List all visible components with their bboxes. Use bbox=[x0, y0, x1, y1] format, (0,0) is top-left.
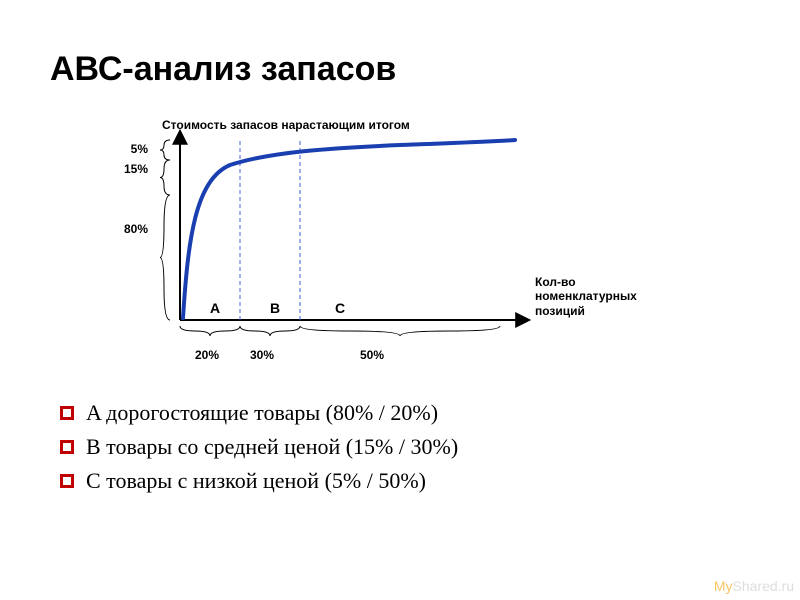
zone-label: C bbox=[335, 300, 345, 316]
bullet-text: B товары со средней ценой (15% / 30%) bbox=[86, 434, 458, 460]
bullet-text: C товары с низкой ценой (5% / 50%) bbox=[86, 468, 426, 494]
bullet-item: B товары со средней ценой (15% / 30%) bbox=[60, 434, 458, 460]
x-label: 50% bbox=[360, 348, 384, 362]
bullet-text: A дорогостоящие товары (80% / 20%) bbox=[86, 400, 438, 426]
page-title: АВС-анализ запасов bbox=[50, 50, 396, 89]
y-label: 80% bbox=[108, 222, 148, 236]
bullet-icon bbox=[60, 440, 74, 454]
y-label: 5% bbox=[108, 142, 148, 156]
bullet-icon bbox=[60, 474, 74, 488]
watermark-suffix: Shared.ru bbox=[733, 578, 794, 594]
watermark-prefix: My bbox=[714, 578, 733, 594]
x-label: 30% bbox=[250, 348, 274, 362]
bullet-list: A дорогостоящие товары (80% / 20%) B това… bbox=[60, 400, 458, 502]
zone-label: B bbox=[270, 300, 280, 316]
bullet-item: A дорогостоящие товары (80% / 20%) bbox=[60, 400, 458, 426]
y-label: 15% bbox=[108, 162, 148, 176]
zone-label: A bbox=[210, 300, 220, 316]
y-axis-title: Стоимость запасов нарастающим итогом bbox=[162, 118, 410, 132]
x-label: 20% bbox=[195, 348, 219, 362]
watermark: MyShared.ru bbox=[714, 578, 794, 594]
abc-chart bbox=[0, 0, 800, 600]
bullet-icon bbox=[60, 406, 74, 420]
bullet-item: C товары с низкой ценой (5% / 50%) bbox=[60, 468, 458, 494]
x-axis-title: Кол-вономенклатурныхпозиций bbox=[535, 275, 637, 318]
